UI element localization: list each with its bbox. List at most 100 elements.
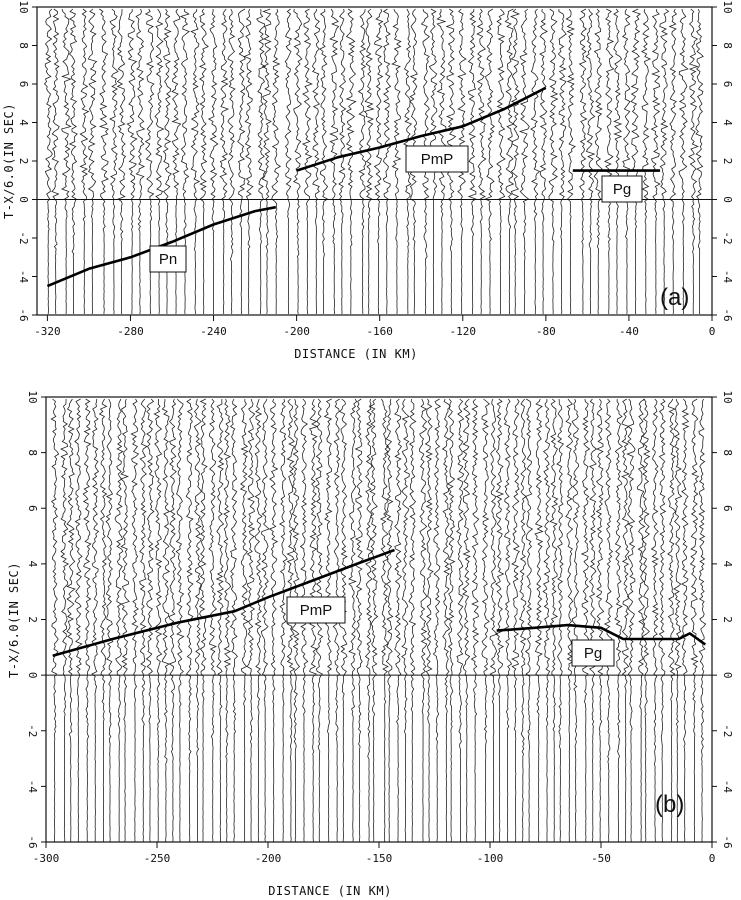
seismic-trace [229, 398, 238, 842]
seismic-trace [363, 8, 375, 314]
seismic-trace [650, 398, 659, 842]
x-tick-label: 0 [709, 325, 716, 338]
seismic-trace [695, 8, 704, 315]
x-tick-label: -40 [619, 325, 639, 338]
y-tick-label-right: -6 [721, 835, 734, 848]
phase-curve-pn [46, 205, 277, 288]
seismic-trace [114, 398, 124, 842]
seismic-trace [456, 398, 465, 842]
seismic-trace [120, 398, 130, 842]
y-tick-label: -2 [17, 231, 30, 244]
seismic-trace [621, 8, 631, 315]
seismic-trace [603, 398, 614, 842]
seismic-trace [379, 398, 390, 842]
seismic-trace [198, 8, 209, 315]
seismic-trace [130, 398, 140, 842]
seismic-trace [680, 398, 690, 842]
y-tick-label: 2 [26, 616, 39, 623]
y-tick-label: 0 [26, 672, 39, 679]
x-tick-label: -200 [255, 852, 282, 865]
x-tick-label: -120 [450, 325, 477, 338]
x-tick-label: -160 [366, 325, 393, 338]
seismic-trace [467, 8, 477, 315]
phase-label-box [405, 145, 469, 173]
seismic-trace [243, 8, 254, 314]
seismic-trace [603, 8, 615, 315]
phase-curve-pg [496, 623, 707, 646]
seismic-trace [87, 8, 98, 315]
seismic-trace [82, 398, 92, 842]
y-axis-label: T-X/6.0(IN SEC) [7, 562, 21, 678]
x-axis-label: DISTANCE (IN KM) [268, 884, 392, 898]
seismic-trace [688, 8, 699, 315]
y-axis-label: T-X/6.0(IN SEC) [2, 103, 16, 219]
y-tick-label: 8 [26, 449, 39, 456]
seismic-trace [462, 398, 471, 842]
seismic-trace [530, 8, 541, 314]
phase-label-box [149, 245, 187, 273]
phase-label-box [286, 596, 346, 624]
seismic-trace [237, 8, 246, 315]
y-tick-label-right: -2 [721, 724, 734, 737]
seismic-trace [227, 8, 236, 315]
seismic-trace [384, 398, 394, 842]
seismic-trace [139, 398, 148, 842]
seismic-trace [511, 398, 520, 842]
seismic-trace [441, 398, 451, 842]
panel-b-record-section: -300 -250 -200 -150 -100 -50 0-6 -6-4 -4-2 -20 02 2… [7, 390, 734, 898]
seismic-trace [510, 8, 521, 315]
seismic-trace [556, 398, 565, 842]
y-tick-label-right: 4 [721, 561, 734, 568]
y-tick-label: 10 [26, 390, 39, 403]
seismic-traces [43, 8, 704, 315]
phase-label-pg: Pg [613, 181, 631, 198]
seismic-trace [284, 8, 293, 315]
phase-label-pn: Pn [159, 251, 177, 268]
seismic-trace [50, 398, 60, 842]
panel-tag: (b) [655, 791, 684, 818]
seismic-trace [246, 398, 256, 842]
seismic-trace [268, 398, 279, 842]
seismic-trace [667, 398, 677, 842]
seismic-trace [659, 8, 670, 315]
x-tick-label: -250 [144, 852, 171, 865]
seismic-trace [542, 398, 552, 842]
panel-tag: (a) [660, 284, 689, 311]
seismic-trace [668, 8, 678, 315]
seismic-trace [419, 398, 428, 842]
y-tick-label: -4 [17, 270, 30, 284]
seismic-trace [519, 398, 527, 842]
plot-frame [45, 396, 713, 843]
seismic-trace [219, 8, 230, 315]
seismic-trace [578, 8, 588, 315]
seismic-trace [621, 398, 630, 842]
phase-curve-pmp [296, 86, 547, 172]
y-tick-label: 0 [17, 196, 30, 203]
seismic-trace [51, 8, 60, 315]
seismic-trace [698, 398, 707, 842]
seismic-trace [348, 398, 358, 842]
seismic-trace [539, 8, 548, 314]
seismic-trace [678, 8, 689, 315]
panel-a-record-section: -320 -280 -240 -200 -160 -120 -80 -40 0-6 -6-4 -4-… [2, 0, 734, 361]
seismic-trace [116, 8, 127, 315]
seismic-trace [91, 398, 100, 842]
seismic-trace [153, 398, 163, 842]
y-tick-label: 6 [26, 505, 39, 512]
seismic-trace [145, 398, 155, 842]
y-tick-label: 8 [17, 42, 30, 49]
seismic-trace [256, 8, 267, 315]
seismic-trace [476, 8, 487, 315]
seismic-trace [585, 8, 596, 315]
seismic-trace [689, 398, 700, 842]
seismic-trace [61, 8, 72, 315]
seismic-trace [580, 398, 591, 842]
seismic-trace [43, 8, 53, 315]
seismic-trace [489, 398, 499, 842]
seismic-trace [518, 8, 530, 315]
seismic-trace [345, 8, 357, 314]
seismic-trace [261, 8, 272, 315]
y-tick-label-right: 0 [721, 672, 734, 679]
x-axis-label: DISTANCE (IN KM) [294, 347, 418, 361]
seismic-trace [673, 398, 683, 842]
